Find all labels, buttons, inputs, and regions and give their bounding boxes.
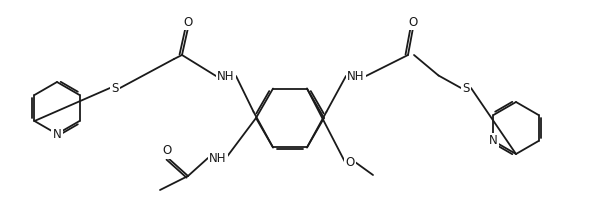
Text: N: N bbox=[53, 127, 61, 140]
Text: O: O bbox=[408, 15, 418, 28]
Text: O: O bbox=[346, 155, 355, 168]
Text: O: O bbox=[162, 144, 171, 158]
Text: NH: NH bbox=[217, 70, 235, 83]
Text: NH: NH bbox=[347, 70, 365, 83]
Text: O: O bbox=[183, 15, 193, 28]
Text: NH: NH bbox=[210, 152, 227, 164]
Text: N: N bbox=[489, 135, 498, 148]
Text: S: S bbox=[111, 82, 119, 94]
Text: S: S bbox=[462, 82, 470, 94]
